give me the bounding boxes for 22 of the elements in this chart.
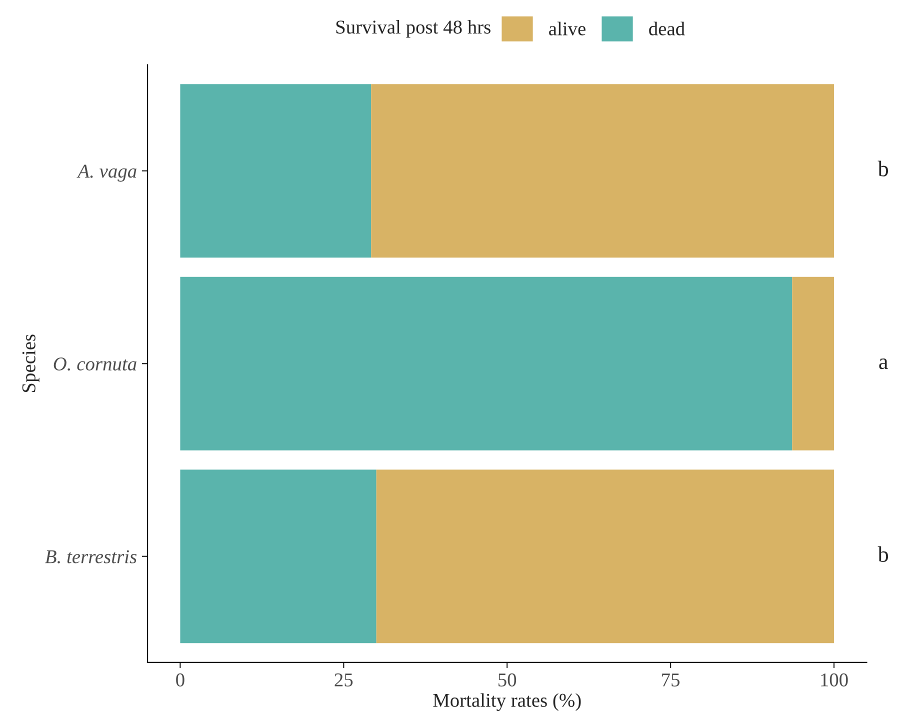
bar: [180, 470, 376, 644]
bar: [371, 84, 834, 258]
y-axis-title: Species: [22, 334, 40, 392]
x-tick-label: 75: [662, 674, 680, 686]
x-tick-label: 0: [176, 673, 184, 686]
x-axis-title: Mortality rates (%): [433, 693, 581, 711]
text: b: [878, 546, 888, 562]
x-tick-label: 50: [498, 673, 516, 686]
bar: [376, 470, 834, 644]
text: b: [878, 160, 888, 176]
x-tick-label: 100: [821, 673, 848, 686]
legend-label: dead: [649, 22, 685, 36]
text: a: [879, 358, 888, 370]
bar: [180, 276, 792, 450]
legend-label: alive: [549, 22, 586, 36]
y-tick-label: A. vaga: [76, 164, 136, 182]
x-tick-label: 25: [334, 673, 353, 686]
legend-title: Survival post 48 hrs: [336, 20, 490, 38]
y-tick-label: O. cornuta: [54, 357, 136, 371]
y-tick-label: B. terrestris: [45, 550, 137, 564]
bar: [180, 84, 372, 258]
bar: [792, 276, 834, 450]
